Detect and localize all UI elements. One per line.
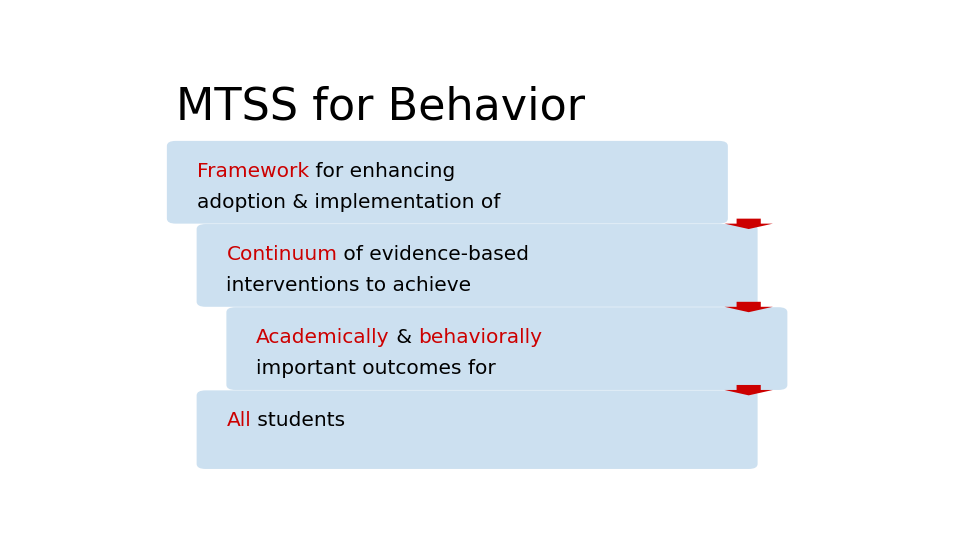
Text: Academically: Academically — [256, 328, 390, 347]
Polygon shape — [725, 302, 773, 312]
Text: students: students — [252, 411, 346, 430]
Text: Framework: Framework — [197, 161, 309, 181]
Text: behaviorally: behaviorally — [418, 328, 542, 347]
Polygon shape — [725, 219, 773, 229]
Text: important outcomes for: important outcomes for — [256, 359, 496, 378]
Text: Continuum: Continuum — [227, 245, 337, 264]
FancyBboxPatch shape — [197, 390, 757, 469]
Text: MTSS for Behavior: MTSS for Behavior — [176, 85, 585, 129]
Text: adoption & implementation of: adoption & implementation of — [197, 193, 500, 212]
Text: All: All — [227, 411, 252, 430]
Text: of evidence-based: of evidence-based — [337, 245, 529, 264]
Text: for enhancing: for enhancing — [309, 161, 455, 181]
Text: interventions to achieve: interventions to achieve — [227, 276, 471, 295]
Text: &: & — [390, 328, 418, 347]
Polygon shape — [725, 385, 773, 395]
FancyBboxPatch shape — [167, 141, 728, 224]
FancyBboxPatch shape — [197, 224, 757, 307]
FancyBboxPatch shape — [227, 307, 787, 390]
